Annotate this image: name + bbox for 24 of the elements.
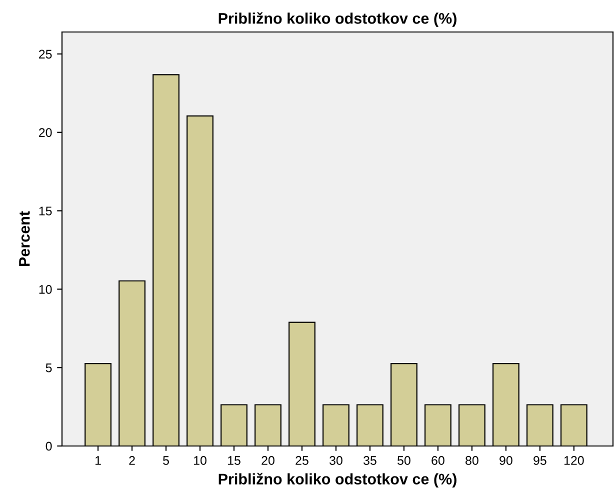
x-tick-label: 90 — [500, 456, 512, 465]
x-tick-label: 20 — [262, 456, 274, 465]
x-tick-label: 30 — [329, 456, 342, 465]
y-axis-title: Percent — [19, 211, 30, 266]
x-tick-label: 80 — [466, 456, 478, 465]
x-tick-label: 120 — [564, 456, 584, 465]
x-tick-label: 5 — [163, 456, 169, 465]
x-tick-label: 2 — [129, 456, 135, 465]
chart-title: Približno koliko odstotkov ce (%) — [218, 12, 456, 27]
y-tick-label: 15 — [39, 206, 52, 216]
x-tick-label: 60 — [432, 456, 444, 465]
x-tick-label: 10 — [194, 456, 206, 465]
x-tick-label: 15 — [228, 456, 240, 465]
x-tick-label: 50 — [398, 456, 410, 465]
x-tick-label: 35 — [363, 456, 376, 465]
y-tick-label: 10 — [39, 284, 52, 294]
x-tick-label: 95 — [534, 456, 546, 465]
y-tick-label: 20 — [39, 128, 52, 138]
x-axis-title: Približno koliko odstotkov ce (%) — [218, 472, 456, 488]
x-tick-label: 25 — [296, 456, 308, 465]
x-tick-label: 1 — [96, 456, 101, 465]
y-tick-label: 25 — [39, 50, 52, 59]
y-tick-label: 5 — [46, 364, 52, 372]
y-tick-label: 0 — [46, 442, 52, 451]
